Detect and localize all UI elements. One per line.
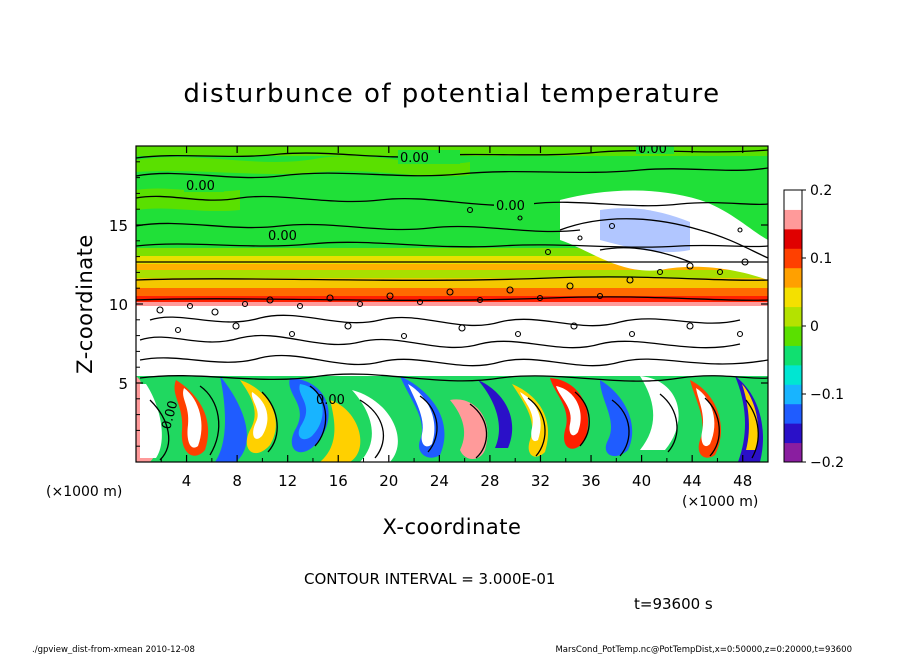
- contour-interval-text: CONTOUR INTERVAL = 3.000E-01: [304, 570, 555, 588]
- colorbar-swatch: [784, 228, 802, 249]
- colorbar-swatch: [784, 287, 802, 308]
- contour-label: 0.00: [400, 151, 429, 166]
- contour-label: 0.00: [268, 229, 297, 244]
- colorbar-tick-label: 0.2: [810, 183, 832, 199]
- upper-patches: [136, 156, 768, 280]
- colorbar-swatch: [784, 209, 802, 230]
- heatmap-field: 0.00 0.00 0.00 0.00 0.00 0.00 0.00: [136, 142, 768, 462]
- colorbar-swatch: [784, 423, 802, 444]
- y-tick-label: 5: [118, 375, 128, 393]
- colorbar-swatch: [784, 190, 802, 210]
- footer-right: MarsCond_PotTemp.nc@PotTempDist,x=0:5000…: [555, 645, 852, 654]
- colorbar-tick-label: 0.1: [810, 251, 832, 267]
- contour-label: 0.00: [186, 179, 215, 194]
- y-tick-label: 15: [109, 217, 128, 235]
- turbulence-blobs: [136, 376, 763, 462]
- x-axis: 4 8 12 16 20 24 28 32 36 40 44 48: [160, 146, 752, 490]
- contour-lines: [136, 149, 768, 461]
- y-tick-label: 10: [109, 296, 128, 314]
- x-tick-label: 32: [531, 472, 550, 490]
- colorbar-swatch: [784, 384, 802, 405]
- x-tick-label: 40: [632, 472, 651, 490]
- colorbar-swatch: [784, 248, 802, 269]
- contour-label: 0.00: [159, 399, 181, 431]
- colorbar-swatch: [784, 326, 802, 346]
- colorbar-swatch: [784, 403, 802, 424]
- colorbar-tick-label: 0: [810, 319, 819, 335]
- colorbar-swatch: [784, 364, 802, 385]
- x-tick-label: 4: [182, 472, 192, 490]
- x-tick-label: 48: [733, 472, 752, 490]
- y-unit-label: (×1000 m): [46, 484, 122, 500]
- contour-label: 0.00: [316, 393, 345, 408]
- y-axis-label: Z-coordinate: [73, 234, 97, 374]
- x-unit-label: (×1000 m): [682, 494, 758, 510]
- contour-label-group: 0.00 0.00 0.00 0.00 0.00 0.00 0.00: [159, 142, 674, 431]
- time-label: t=93600 s: [634, 595, 713, 613]
- chart-title: disturbunce of potential temperature: [183, 79, 720, 109]
- x-tick-label: 8: [232, 472, 242, 490]
- x-axis-label: X-coordinate: [383, 515, 522, 539]
- footer-left: ./gpview_dist-from-xmean 2010-12-08: [32, 645, 195, 654]
- colorbar-tick-label: −0.1: [810, 387, 844, 403]
- contour-label: 0.00: [496, 199, 525, 214]
- x-tick-label: 36: [581, 472, 600, 490]
- contour-label: 0.00: [638, 142, 667, 157]
- x-tick-label: 44: [683, 472, 702, 490]
- x-tick-label: 12: [278, 472, 297, 490]
- y-axis: 5 10 15: [109, 161, 768, 447]
- colorbar-swatch: [784, 345, 802, 366]
- colorbar: [784, 190, 802, 463]
- colorbar-swatch: [784, 306, 802, 327]
- contour-noise: [156, 206, 749, 340]
- x-tick-label: 28: [480, 472, 499, 490]
- colorbar-tick-label: −0.2: [810, 455, 844, 471]
- x-tick-label: 16: [329, 472, 348, 490]
- colorbar-ticks: 0.2 0.1 0 −0.1 −0.2: [802, 183, 844, 471]
- x-tick-label: 20: [379, 472, 398, 490]
- x-tick-label: 24: [430, 472, 449, 490]
- colorbar-swatch: [784, 267, 802, 288]
- colorbar-swatch: [784, 442, 802, 463]
